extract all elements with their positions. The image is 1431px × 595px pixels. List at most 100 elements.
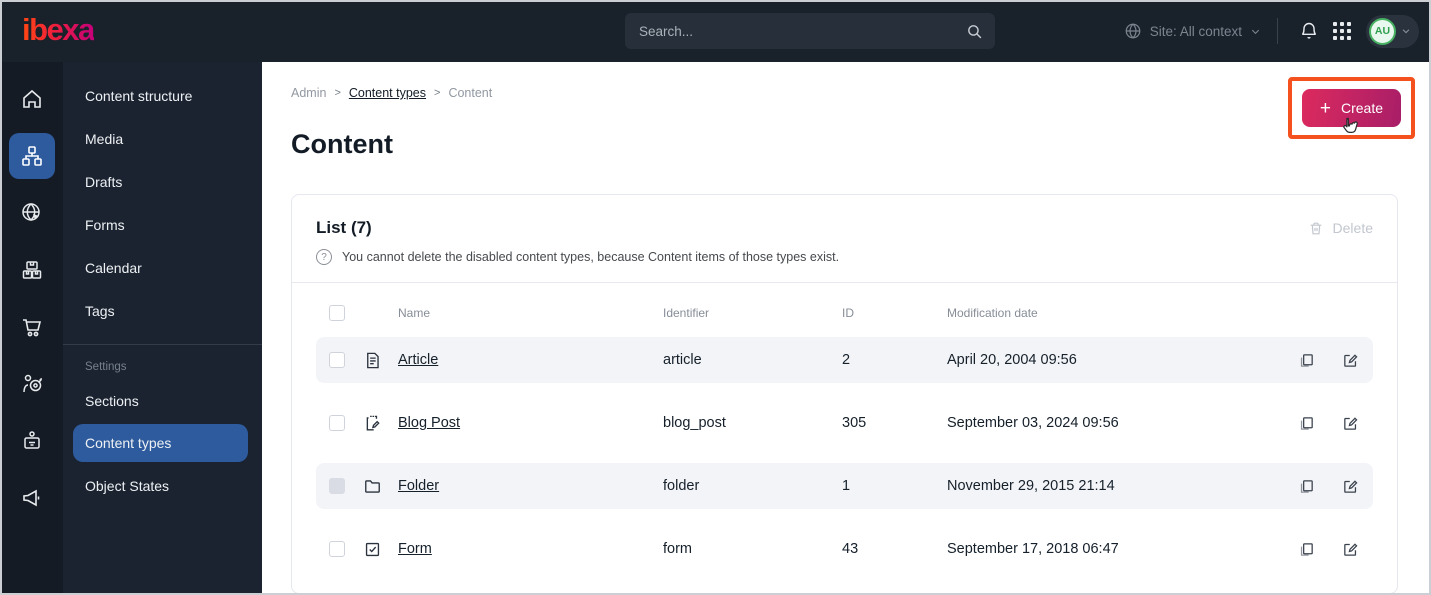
copy-icon[interactable] — [1298, 415, 1315, 432]
row-checkbox[interactable] — [329, 352, 345, 368]
notifications-bell-icon[interactable] — [1299, 21, 1319, 41]
table-row-form: Form form 43 September 17, 2018 06:47 — [316, 526, 1373, 572]
edit-icon[interactable] — [1342, 352, 1359, 369]
person-target-icon — [9, 361, 55, 407]
global-search[interactable] — [625, 13, 995, 49]
column-header-id: ID — [842, 306, 854, 320]
table-row-folder: Folder folder 1 November 29, 2015 21:14 — [316, 463, 1373, 509]
list-title: List (7) — [316, 218, 372, 237]
chevron-down-icon — [1401, 26, 1411, 36]
row-checkbox[interactable] — [329, 415, 345, 431]
avatar: AU — [1369, 17, 1396, 45]
modification-date-cell: April 20, 2004 09:56 — [947, 352, 1077, 368]
breadcrumb-item-content-types[interactable]: Content types — [348, 86, 427, 100]
info-text: You cannot delete the disabled content t… — [342, 250, 840, 264]
plus-icon: + — [1319, 97, 1331, 119]
blog-post-icon — [363, 414, 382, 433]
user-menu[interactable]: AU — [1366, 14, 1419, 48]
sidebar-icon-rail — [0, 62, 63, 595]
main-content: Admin > Content types > Content + Create Con… — [262, 62, 1431, 595]
ibexa-logo: ibexa — [22, 12, 95, 47]
rail-item-personalization[interactable] — [0, 355, 63, 412]
identifier-cell: blog_post — [663, 415, 726, 431]
identifier-cell: form — [663, 541, 692, 557]
sidebar-item-media[interactable]: Media — [85, 130, 124, 147]
row-checkbox — [329, 478, 345, 494]
sidebar-item-drafts[interactable]: Drafts — [85, 173, 123, 190]
settings-section-label: Settings — [85, 361, 127, 373]
info-message: ? You cannot delete the disabled content… — [316, 249, 1373, 265]
copy-icon[interactable] — [1298, 352, 1315, 369]
app-grid-icon[interactable] — [1333, 22, 1351, 40]
copy-icon[interactable] — [1298, 478, 1315, 495]
help-circle-icon: ? — [316, 249, 332, 265]
rail-item-commerce[interactable] — [0, 298, 63, 355]
rail-item-site[interactable] — [0, 184, 63, 241]
home-icon — [9, 76, 55, 122]
rail-item-customer-portal[interactable] — [0, 412, 63, 469]
table-row-blog-post: Blog Post blog_post 305 September 03, 2024 … — [316, 400, 1373, 446]
breadcrumb-item-admin: Admin — [291, 86, 327, 100]
search-icon[interactable] — [966, 23, 983, 40]
annotation-highlight-box: + Create — [1287, 77, 1415, 139]
site-context-label: Site: All context — [1149, 23, 1242, 39]
modification-date-cell: November 29, 2015 21:14 — [947, 478, 1115, 494]
content-tree-icon — [8, 132, 55, 179]
content-type-link[interactable]: Blog Post — [398, 415, 461, 431]
sidebar-item-content-types[interactable]: Content types — [73, 424, 248, 462]
search-input[interactable] — [639, 23, 966, 39]
rail-item-product-catalog[interactable] — [0, 241, 63, 298]
id-cell: 305 — [842, 415, 867, 431]
copy-icon[interactable] — [1298, 541, 1315, 558]
delete-button[interactable]: Delete — [1308, 220, 1373, 237]
select-all-checkbox[interactable] — [329, 305, 345, 321]
menu-divider — [63, 344, 262, 345]
megaphone-icon — [9, 475, 55, 521]
card-divider — [292, 282, 1397, 283]
globe-icon — [1124, 22, 1142, 40]
sidebar-item-calendar[interactable]: Calendar — [85, 259, 142, 276]
id-cell: 43 — [842, 541, 859, 557]
site-context-selector[interactable]: Site: All context — [1124, 22, 1261, 40]
breadcrumb-separator: > — [334, 87, 341, 99]
content-type-link[interactable]: Form — [398, 541, 432, 557]
chevron-down-icon — [1250, 26, 1261, 37]
page-title: Content — [291, 129, 393, 159]
column-header-modification-date: Modification date — [947, 306, 1038, 320]
identifier-cell: folder — [663, 478, 700, 494]
delete-button-label: Delete — [1332, 220, 1373, 236]
content-types-card: List (7) Delete ? You cannot delete the … — [291, 194, 1398, 594]
trash-icon — [1308, 220, 1324, 237]
site-globe-icon — [9, 190, 55, 236]
topbar-divider — [1277, 18, 1278, 44]
id-cell: 1 — [842, 478, 851, 494]
edit-icon[interactable] — [1342, 478, 1359, 495]
sidebar-item-content-structure[interactable]: Content structure — [85, 87, 193, 104]
content-type-link[interactable]: Article — [398, 352, 439, 368]
id-badge-icon — [9, 418, 55, 464]
edit-icon[interactable] — [1342, 541, 1359, 558]
content-type-link[interactable]: Folder — [398, 478, 440, 494]
cart-icon — [9, 304, 55, 350]
row-checkbox[interactable] — [329, 541, 345, 557]
rail-item-dashboard[interactable] — [0, 70, 63, 127]
rail-item-marketing[interactable] — [0, 469, 63, 526]
modification-date-cell: September 17, 2018 06:47 — [947, 541, 1119, 557]
modification-date-cell: September 03, 2024 09:56 — [947, 415, 1119, 431]
create-button[interactable]: + Create — [1301, 89, 1401, 127]
create-button-label: Create — [1340, 100, 1383, 116]
topbar: ibexa Site: All context — [0, 0, 1431, 62]
sidebar-item-object-states[interactable]: Object States — [85, 477, 170, 494]
table-row-article: Article article 2 April 20, 2004 09:56 — [316, 337, 1373, 383]
sidebar-item-forms[interactable]: Forms — [85, 216, 125, 233]
breadcrumb: Admin > Content types > Content — [291, 86, 1398, 100]
column-header-identifier: Identifier — [663, 306, 710, 320]
rail-item-content-structure[interactable] — [0, 127, 63, 184]
sidebar-item-sections[interactable]: Sections — [85, 392, 139, 409]
sidebar-item-tags[interactable]: Tags — [85, 302, 115, 319]
form-icon — [363, 540, 382, 559]
edit-icon[interactable] — [1342, 415, 1359, 432]
sidebar-menu: Content structure Media Drafts Forms Calenda… — [63, 62, 262, 595]
boxes-icon — [9, 247, 55, 293]
